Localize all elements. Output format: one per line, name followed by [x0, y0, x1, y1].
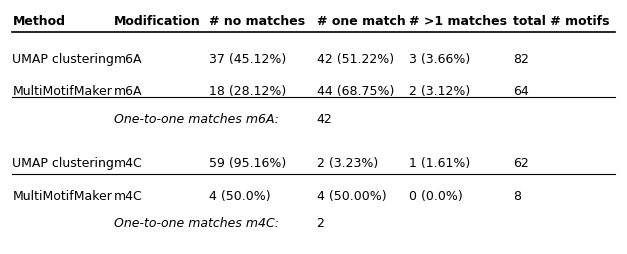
Text: m4C: m4C [114, 157, 142, 170]
Text: m6A: m6A [114, 52, 142, 65]
Text: m4C: m4C [114, 189, 142, 202]
Text: # one match: # one match [317, 15, 405, 28]
Text: 82: 82 [514, 52, 529, 65]
Text: 4 (50.00%): 4 (50.00%) [317, 189, 386, 202]
Text: UMAP clustering: UMAP clustering [13, 52, 114, 65]
Text: 42: 42 [317, 112, 332, 125]
Text: 37 (45.12%): 37 (45.12%) [209, 52, 287, 65]
Text: 64: 64 [514, 85, 529, 98]
Text: 18 (28.12%): 18 (28.12%) [209, 85, 287, 98]
Text: m6A: m6A [114, 85, 142, 98]
Text: 42 (51.22%): 42 (51.22%) [317, 52, 394, 65]
Text: One-to-one matches m6A:: One-to-one matches m6A: [114, 112, 279, 125]
Text: 2 (3.12%): 2 (3.12%) [409, 85, 470, 98]
Text: 0 (0.0%): 0 (0.0%) [409, 189, 463, 202]
Text: 2: 2 [317, 217, 324, 230]
Text: MultiMotifMaker: MultiMotifMaker [13, 189, 112, 202]
Text: Modification: Modification [114, 15, 201, 28]
Text: One-to-one matches m4C:: One-to-one matches m4C: [114, 217, 279, 230]
Text: UMAP clustering: UMAP clustering [13, 157, 114, 170]
Text: 44 (68.75%): 44 (68.75%) [317, 85, 394, 98]
Text: Method: Method [13, 15, 65, 28]
Text: 3 (3.66%): 3 (3.66%) [409, 52, 470, 65]
Text: 1 (1.61%): 1 (1.61%) [409, 157, 470, 170]
Text: # >1 matches: # >1 matches [409, 15, 507, 28]
Text: # no matches: # no matches [209, 15, 305, 28]
Text: MultiMotifMaker: MultiMotifMaker [13, 85, 112, 98]
Text: 8: 8 [514, 189, 521, 202]
Text: 4 (50.0%): 4 (50.0%) [209, 189, 271, 202]
Text: 59 (95.16%): 59 (95.16%) [209, 157, 287, 170]
Text: 62: 62 [514, 157, 529, 170]
Text: 2 (3.23%): 2 (3.23%) [317, 157, 378, 170]
Text: total # motifs: total # motifs [514, 15, 609, 28]
